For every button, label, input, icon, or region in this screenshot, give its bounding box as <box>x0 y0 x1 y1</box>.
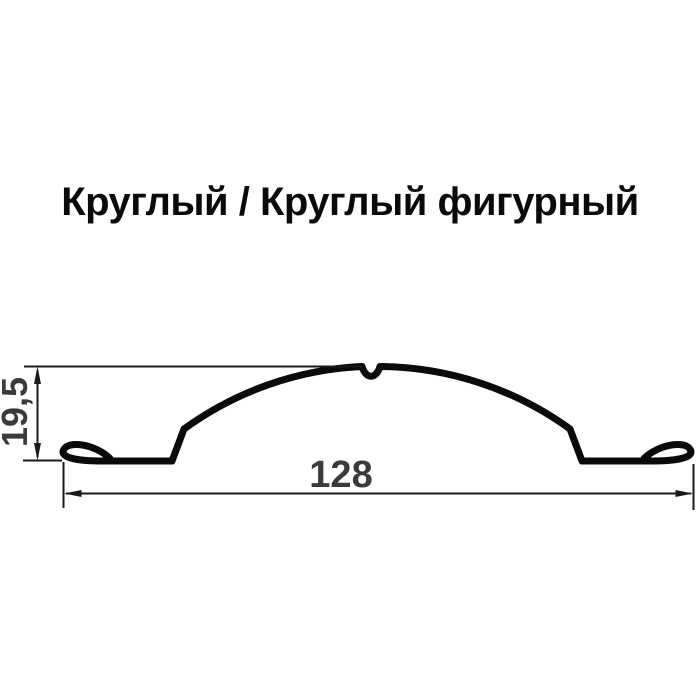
profile-outline <box>59 363 695 465</box>
width-dimension-label: 128 <box>309 454 372 496</box>
arrow-up-icon <box>34 366 41 384</box>
width-dimension: 128 <box>62 454 695 510</box>
arrow-right-icon <box>675 490 693 497</box>
height-dimension: 19,5 <box>0 365 363 462</box>
height-dimension-label: 19,5 <box>0 377 35 447</box>
arrow-down-icon <box>34 443 41 461</box>
arrow-left-icon <box>64 490 82 497</box>
diagram-title: Круглый / Круглый фигурный <box>61 180 639 224</box>
